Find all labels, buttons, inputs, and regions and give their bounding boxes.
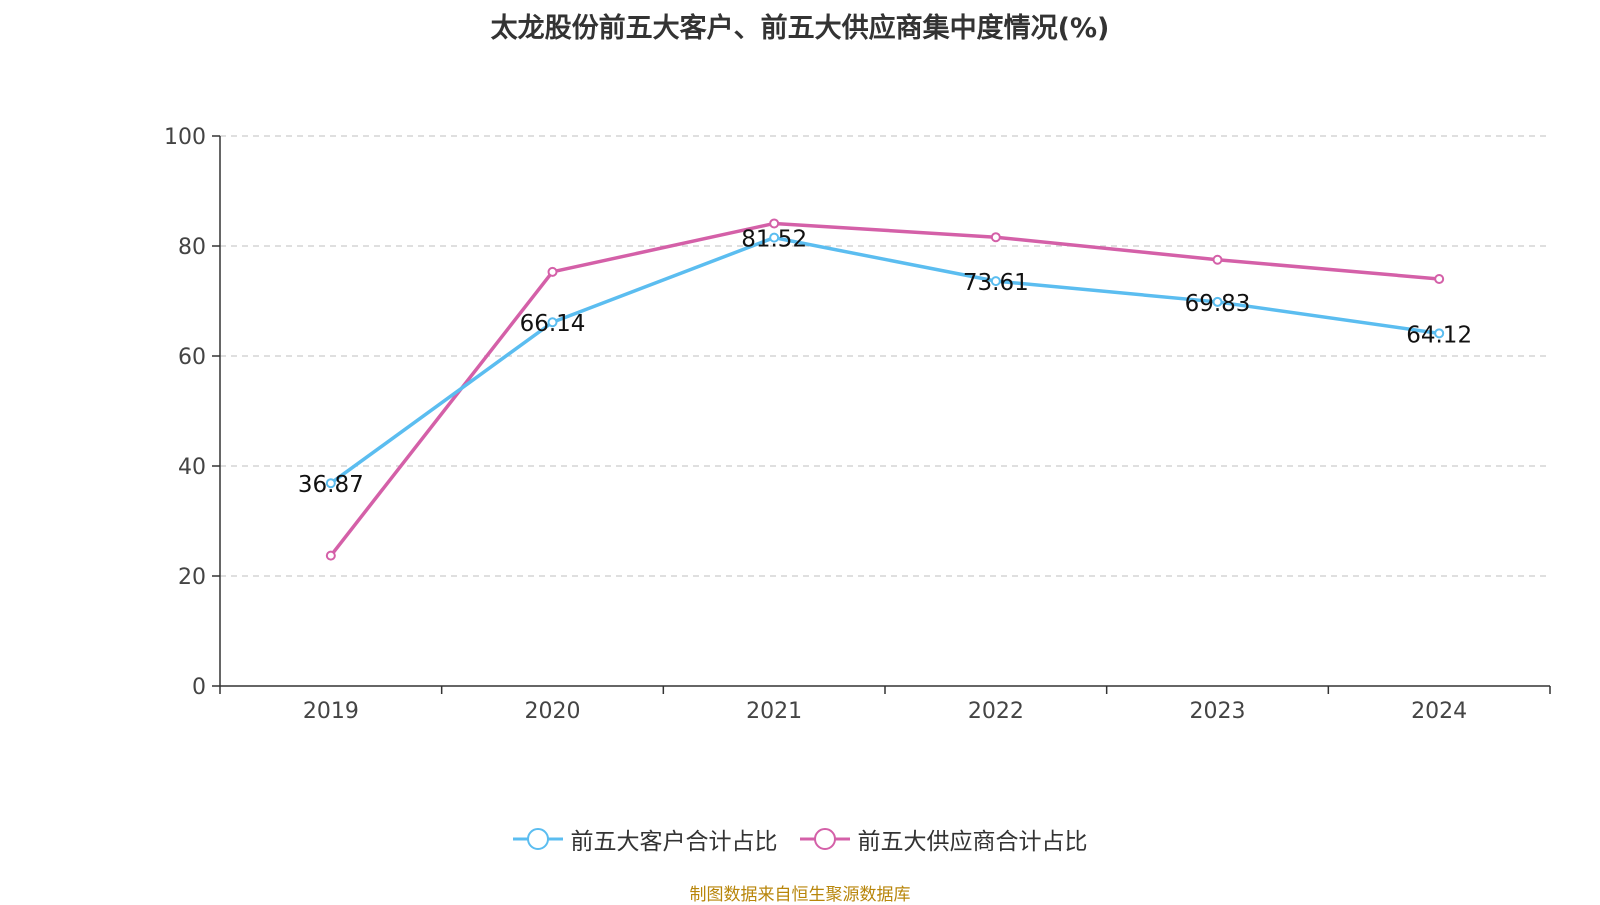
data-point-1 [1212,254,1223,265]
data-point-0 [547,317,558,328]
axes [219,136,1550,687]
data-point-0 [990,276,1001,287]
data-label: 36.87 [298,472,364,498]
chart-title: 太龙股份前五大客户、前五大供应商集中度情况(%) [490,13,1110,44]
data-point-1 [1434,274,1445,284]
series-line-1 [329,221,1440,557]
y-tick-label: 20 [178,565,206,590]
data-label: 66.14 [520,311,586,337]
gridlines [220,135,1550,577]
y-tick-label: 0 [192,675,206,700]
y-tick-label: 60 [178,345,206,370]
series-line-0 [329,235,1440,485]
x-tick-label: 2022 [968,699,1024,724]
data-labels: 36.87 66.14 81.52 73.61 69.83 64.12 [298,227,1472,499]
data-label: 69.83 [1185,291,1251,317]
series-lines [325,218,1445,561]
y-axis-ticks: 0 20 40 60 80 100 [164,125,220,700]
legend-marker-suppliers [799,828,850,850]
data-label: 73.61 [963,270,1029,296]
x-tick-label: 2020 [525,699,581,724]
data-point-0 [1434,328,1445,339]
data-point-1 [769,218,780,229]
data-point-1 [547,266,558,277]
legend-marker-customers [512,828,563,850]
x-axis-ticks: 2019 2020 2021 2022 2023 2024 [219,686,1551,724]
legend-label-suppliers: 前五大供应商合计占比 [857,829,1088,855]
y-tick-label: 100 [164,125,206,150]
data-label: 81.52 [741,227,807,253]
y-tick-label: 80 [178,235,206,260]
data-label: 64.12 [1406,322,1472,348]
data-point-1 [325,550,336,561]
data-source-note: 制图数据来自恒生聚源数据库 [689,885,911,905]
data-point-0 [769,232,780,243]
legend-item-customers[interactable]: 前五大客户合计占比 [512,822,778,856]
data-point-0 [325,478,336,489]
x-tick-label: 2019 [303,699,359,724]
legend-label-customers: 前五大客户合计占比 [570,829,778,855]
x-tick-label: 2023 [1190,699,1246,724]
y-tick-label: 40 [178,455,206,480]
data-point-0 [1212,296,1223,307]
legend-item-suppliers[interactable]: 前五大供应商合计占比 [799,822,1088,856]
legend: 前五大客户合计占比 前五大供应商合计占比 [0,822,1600,856]
x-tick-label: 2024 [1411,699,1467,724]
data-point-1 [990,232,1001,243]
x-tick-label: 2021 [746,699,802,724]
